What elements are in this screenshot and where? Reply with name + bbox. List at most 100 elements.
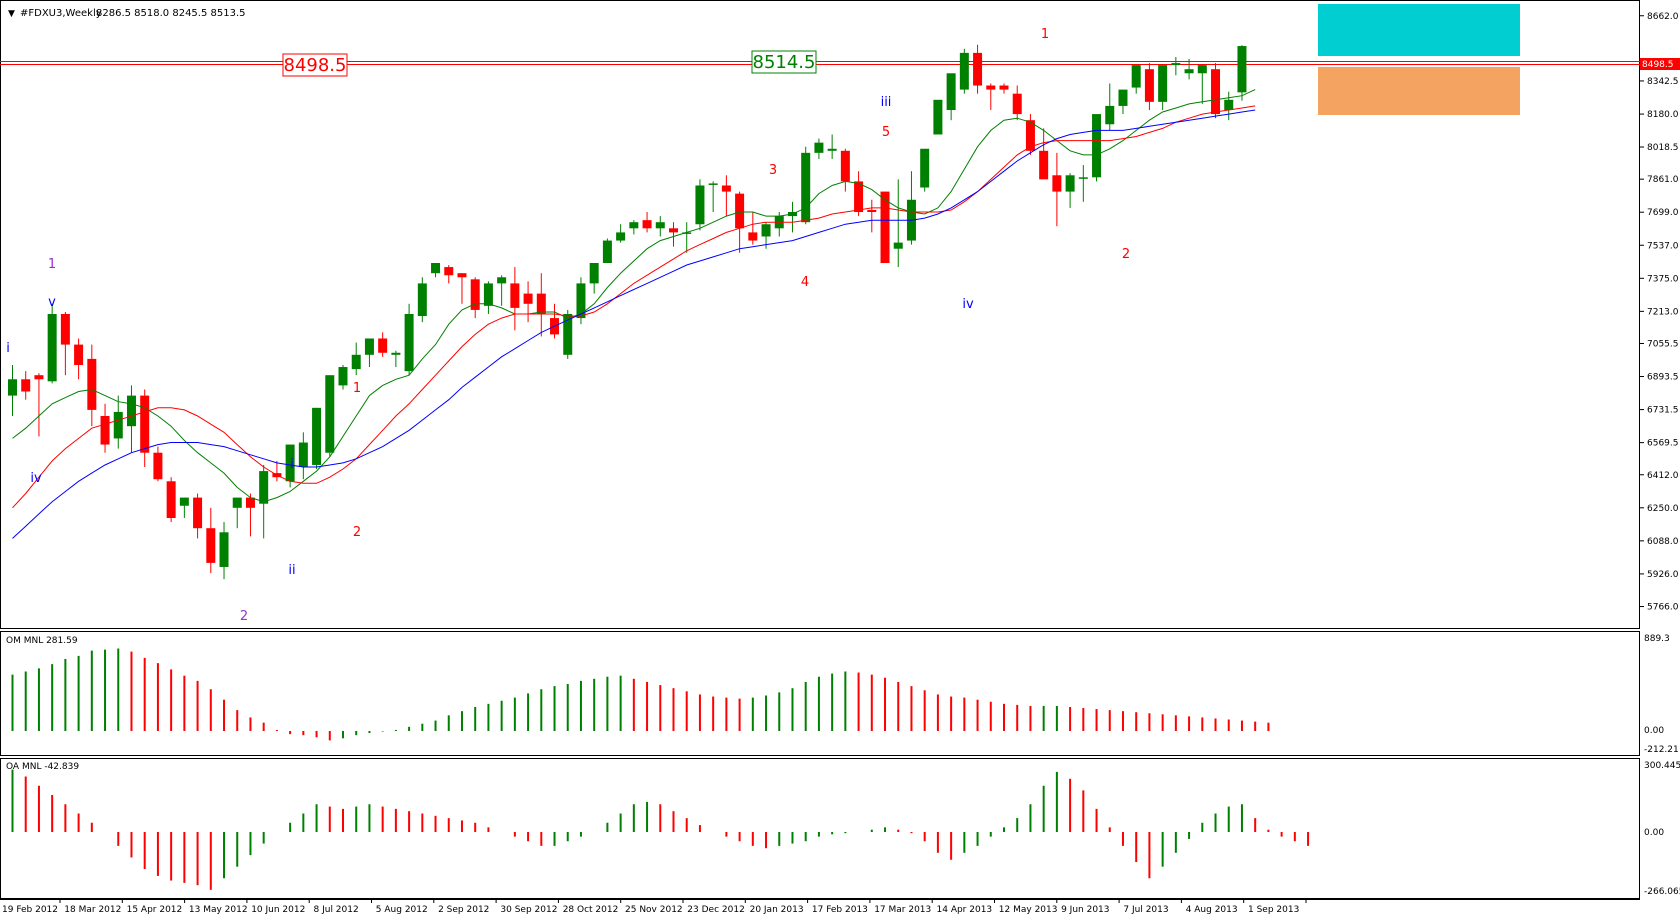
candle-body xyxy=(1052,175,1062,192)
wave-label: 2 xyxy=(240,609,248,624)
price-axis-label: 6088.0 xyxy=(1647,537,1679,547)
time-axis-label: 17 Mar 2013 xyxy=(874,905,931,915)
time-axis-label: 12 May 2013 xyxy=(999,905,1058,915)
candle-body xyxy=(893,242,903,249)
candle-body xyxy=(523,293,533,304)
candle-body xyxy=(1144,69,1154,102)
price-axis-label: 7375.0 xyxy=(1647,274,1679,284)
time-axis-label: 17 Feb 2013 xyxy=(812,905,868,915)
candle-body xyxy=(179,497,189,506)
candle-body xyxy=(1025,120,1035,151)
wave-label: i xyxy=(290,457,294,472)
price-box-8498[interactable]: 8498.5 xyxy=(282,53,348,77)
candle-body xyxy=(642,220,652,229)
candle-body xyxy=(761,224,771,237)
wave-label: 2 xyxy=(1122,247,1130,262)
wave-label: 4 xyxy=(801,275,809,290)
price-box-8514[interactable]: 8514.5 xyxy=(751,50,817,74)
candle-body xyxy=(417,283,427,317)
candle-body xyxy=(232,497,242,508)
candle-body xyxy=(986,85,996,90)
oa-axis-label-top: 300.445 xyxy=(1644,761,1680,771)
candle-body xyxy=(536,293,546,314)
oa-axis-label-zero: 0.00 xyxy=(1644,828,1664,838)
candle-body xyxy=(946,73,956,110)
candle-body xyxy=(193,497,203,529)
candle-body xyxy=(840,150,850,182)
candle-body xyxy=(378,338,388,353)
candle-body xyxy=(880,191,890,263)
candle-body xyxy=(1118,89,1128,106)
om-histogram xyxy=(11,648,1270,741)
candle-body xyxy=(245,497,255,508)
candle-body xyxy=(404,314,414,372)
wave-label: 1 xyxy=(353,381,361,396)
candle-body xyxy=(827,148,837,151)
candle-body xyxy=(483,283,493,306)
time-axis-label: 2 Sep 2012 xyxy=(438,905,489,915)
om-axis-label-zero: 0.00 xyxy=(1644,726,1664,736)
candles-layer xyxy=(8,44,1247,580)
time-axis-label: 1 Sep 2013 xyxy=(1248,905,1299,915)
time-axis-label: 8 Jul 2012 xyxy=(314,905,359,915)
wave-label: iv xyxy=(962,297,974,312)
candle-body xyxy=(126,395,136,427)
om-indicator-pane[interactable] xyxy=(0,631,1640,756)
moving-averages-layer xyxy=(12,89,1256,539)
oa-indicator-pane[interactable] xyxy=(0,758,1640,899)
candle-body xyxy=(285,444,295,482)
candle-body xyxy=(8,379,17,396)
candle-body xyxy=(166,481,176,518)
om-axis-label-top: 889.3 xyxy=(1644,634,1670,644)
candle-body xyxy=(669,228,678,233)
candle-body xyxy=(140,395,150,453)
candle-body xyxy=(576,283,586,319)
candle-body xyxy=(867,209,877,212)
candle-body xyxy=(854,181,864,212)
time-axis-label: 30 Sep 2012 xyxy=(500,905,557,915)
menu-arrow-icon[interactable]: ▼ xyxy=(8,9,15,19)
price-axis-label: 5766.0 xyxy=(1647,603,1679,613)
candle-body xyxy=(457,273,467,278)
candle-body xyxy=(801,152,811,223)
price-axis-label: 7861.0 xyxy=(1647,175,1679,185)
time-axis-label: 14 Apr 2013 xyxy=(937,905,993,915)
candle-body xyxy=(444,267,454,276)
candle-body xyxy=(510,283,520,308)
candle-body xyxy=(113,411,123,439)
current-price-tag-label: 8498.5 xyxy=(1642,60,1674,70)
price-axis-label: 6250.0 xyxy=(1647,504,1679,514)
wave-label: iii xyxy=(881,95,892,110)
candle-body xyxy=(1039,150,1049,180)
candle-body xyxy=(219,532,229,567)
wave-label: 2 xyxy=(353,525,361,540)
candle-body xyxy=(1211,69,1221,115)
time-axis-label: 4 Aug 2013 xyxy=(1186,905,1238,915)
time-axis-label: 13 May 2012 xyxy=(189,905,248,915)
price-axis-label: 7537.0 xyxy=(1647,241,1679,251)
candle-body xyxy=(87,358,97,410)
price-axis-label: 8180.0 xyxy=(1647,110,1679,120)
ma-slow-line xyxy=(12,109,1256,539)
price-box-8498-label: 8498.5 xyxy=(284,55,347,76)
candle-body xyxy=(814,142,824,153)
candle-body xyxy=(351,354,361,370)
time-axis-label: 25 Nov 2012 xyxy=(625,905,683,915)
candle-body xyxy=(1197,65,1207,74)
candle-body xyxy=(616,232,626,241)
candle-body xyxy=(1078,177,1088,179)
time-axis-label: 23 Dec 2012 xyxy=(687,905,745,915)
price-axis-label: 6569.5 xyxy=(1647,439,1679,449)
price-axis-label: 7055.5 xyxy=(1647,339,1679,349)
candle-body xyxy=(999,85,1009,90)
candle-body xyxy=(206,528,216,563)
candle-body xyxy=(973,52,983,86)
price-axis-label: 5926.0 xyxy=(1647,570,1679,580)
oa-axis-label-bottom: -266.065 xyxy=(1644,887,1680,897)
wave-label: ii xyxy=(288,563,295,578)
candle-body xyxy=(1065,175,1075,192)
candle-body xyxy=(602,240,612,263)
current-price-tag: 8498.5 xyxy=(1640,58,1680,70)
